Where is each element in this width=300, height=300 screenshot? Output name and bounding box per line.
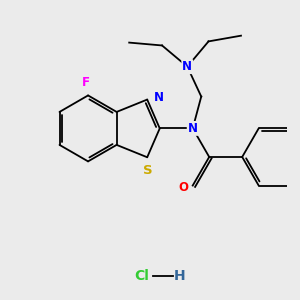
Text: N: N — [154, 91, 164, 104]
Text: N: N — [188, 122, 198, 135]
Text: N: N — [182, 60, 192, 73]
Text: H: H — [174, 268, 185, 283]
Text: S: S — [143, 164, 153, 177]
Text: Cl: Cl — [135, 268, 150, 283]
Text: O: O — [179, 181, 189, 194]
Text: F: F — [82, 76, 90, 89]
